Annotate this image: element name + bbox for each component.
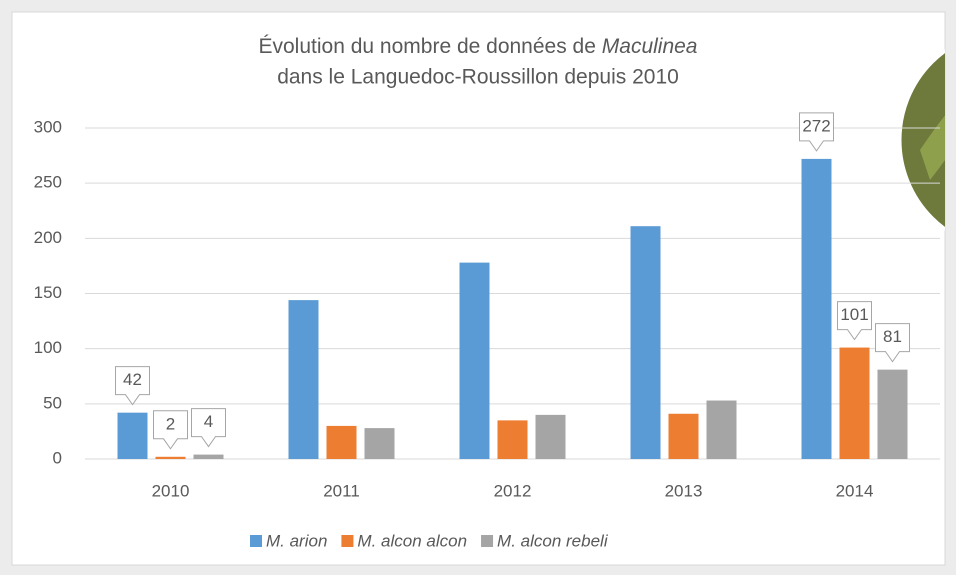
y-tick-label: 100	[34, 338, 62, 357]
data-label: 42	[123, 370, 142, 389]
bar	[668, 413, 699, 459]
bar	[193, 454, 224, 459]
chart-title: dans le Languedoc-Roussillon depuis 2010	[277, 66, 679, 89]
legend-label: M. arion	[266, 531, 327, 550]
label-callout	[191, 408, 226, 448]
legend-label: M. alcon rebeli	[497, 531, 609, 550]
data-label: 101	[840, 305, 868, 324]
bar	[839, 347, 870, 459]
data-label: 272	[802, 116, 830, 135]
bar	[459, 262, 490, 459]
legend-swatch	[481, 535, 494, 547]
data-label: 4	[204, 412, 213, 431]
y-tick-label: 50	[43, 393, 62, 412]
label-callout	[875, 323, 910, 363]
bar	[877, 369, 908, 459]
bar	[155, 456, 186, 459]
data-label: 2	[166, 414, 175, 433]
title-part: Évolution du nombre de données de	[259, 35, 596, 58]
y-tick-label: 150	[34, 283, 62, 302]
bar	[630, 226, 661, 459]
label-callout	[799, 112, 834, 152]
title-part: Maculinea	[602, 35, 698, 58]
bar	[326, 425, 357, 459]
data-label: 81	[883, 327, 902, 346]
bar	[801, 158, 832, 460]
chart-title: Évolution du nombre de données de Maculi…	[259, 35, 698, 58]
label-callout	[115, 366, 150, 406]
bar	[364, 428, 395, 459]
y-tick-label: 0	[53, 448, 62, 467]
legend-swatch	[250, 535, 262, 547]
bar	[706, 400, 737, 459]
x-tick-label: 2013	[665, 481, 703, 500]
bar	[535, 414, 566, 459]
y-tick-label: 200	[34, 228, 62, 247]
photo	[898, 49, 945, 231]
x-tick-label: 2010	[152, 481, 190, 500]
legend-swatch	[341, 535, 354, 547]
bar	[288, 300, 319, 459]
x-tick-label: 2014	[836, 481, 874, 500]
label-callout	[837, 301, 872, 341]
label-callout	[153, 410, 188, 450]
x-tick-label: 2011	[323, 481, 360, 500]
bar	[117, 412, 148, 459]
y-tick-label: 300	[34, 117, 62, 136]
x-tick-label: 2012	[494, 481, 532, 500]
legend-label: M. alcon alcon	[357, 531, 467, 550]
y-tick-label: 250	[34, 173, 62, 192]
bar	[497, 420, 528, 459]
